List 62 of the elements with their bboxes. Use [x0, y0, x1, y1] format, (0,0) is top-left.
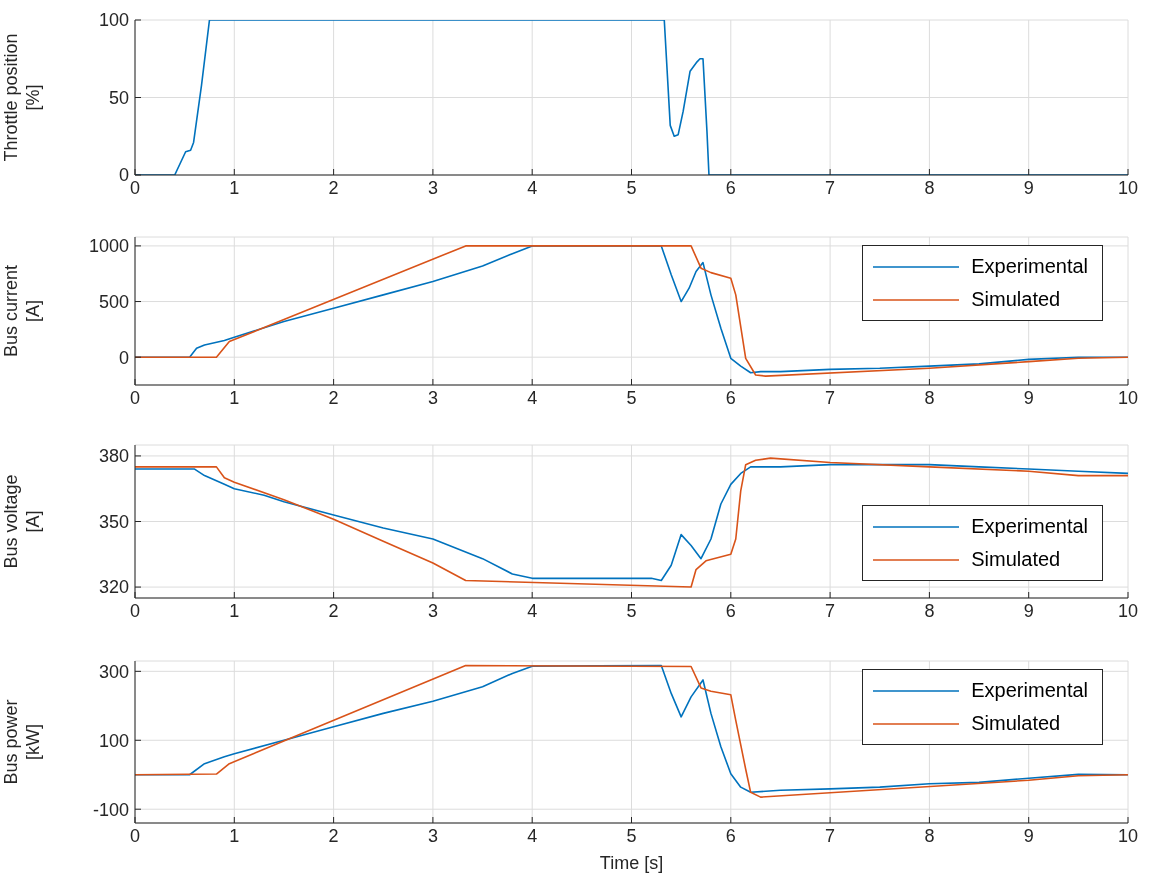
x-tick-label: 1 — [229, 177, 240, 198]
y-tick-label: 350 — [98, 511, 129, 532]
y-tick-label: 500 — [98, 291, 129, 312]
x-tick-label: 8 — [924, 600, 935, 621]
legend-label: Simulated — [971, 288, 1061, 311]
x-tick-label: 2 — [328, 600, 339, 621]
x-tick-label: 2 — [328, 387, 339, 408]
y-tick-label: 1000 — [88, 236, 129, 257]
x-tick-label: 4 — [527, 600, 538, 621]
x-axis-title: Time [s] — [599, 853, 664, 873]
x-tick-label: 5 — [626, 387, 637, 408]
legend-label: Experimental — [971, 679, 1088, 702]
x-tick-label: 6 — [725, 600, 736, 621]
legend-label: Simulated — [971, 548, 1061, 571]
x-tick-label: 6 — [725, 825, 736, 846]
y-axis-title: Bus power [kW] — [1, 699, 43, 785]
y-tick-label: -100 — [92, 799, 129, 820]
x-tick-label: 3 — [427, 600, 438, 621]
x-tick-label: 8 — [924, 387, 935, 408]
x-tick-label: 7 — [825, 600, 836, 621]
y-axis-title: Throttle position [%] — [1, 33, 43, 162]
x-tick-label: 7 — [825, 177, 836, 198]
x-tick-label: 8 — [924, 825, 935, 846]
x-tick-label: 7 — [825, 825, 836, 846]
x-tick-label: 5 — [626, 177, 637, 198]
x-tick-label: 9 — [1023, 825, 1034, 846]
x-tick-label: 5 — [626, 825, 637, 846]
y-tick-label: 50 — [108, 87, 129, 108]
x-tick-label: 9 — [1023, 600, 1034, 621]
x-tick-label: 7 — [825, 387, 836, 408]
x-tick-label: 4 — [527, 825, 538, 846]
y-tick-label: 0 — [118, 347, 129, 368]
x-tick-label: 6 — [725, 177, 736, 198]
x-tick-label: 10 — [1117, 387, 1139, 408]
legend-label: Simulated — [971, 712, 1061, 735]
x-tick-label: 4 — [527, 387, 538, 408]
x-tick-label: 1 — [229, 825, 240, 846]
x-tick-label: 10 — [1117, 600, 1139, 621]
y-tick-label: 100 — [98, 10, 129, 31]
x-tick-label: 3 — [427, 825, 438, 846]
x-tick-label: 3 — [427, 177, 438, 198]
y-tick-label: 380 — [98, 446, 129, 467]
y-tick-label: 320 — [98, 577, 129, 598]
x-tick-label: 1 — [229, 387, 240, 408]
x-tick-label: 10 — [1117, 825, 1139, 846]
x-tick-label: 9 — [1023, 177, 1034, 198]
x-tick-label: 4 — [527, 177, 538, 198]
y-axis-title: Bus current [A] — [1, 264, 43, 358]
x-tick-label: 9 — [1023, 387, 1034, 408]
legend-label: Experimental — [971, 255, 1088, 278]
x-tick-label: 2 — [328, 825, 339, 846]
legend-label: Experimental — [971, 515, 1088, 538]
x-tick-label: 1 — [229, 600, 240, 621]
x-tick-label: 2 — [328, 177, 339, 198]
y-tick-label: 100 — [98, 730, 129, 751]
x-tick-label: 6 — [725, 387, 736, 408]
x-tick-label: 3 — [427, 387, 438, 408]
x-tick-label: 5 — [626, 600, 637, 621]
y-axis-title: Bus voltage [A] — [1, 474, 43, 569]
x-tick-label: 8 — [924, 177, 935, 198]
y-tick-label: 300 — [98, 661, 129, 682]
x-tick-label: 10 — [1117, 177, 1139, 198]
